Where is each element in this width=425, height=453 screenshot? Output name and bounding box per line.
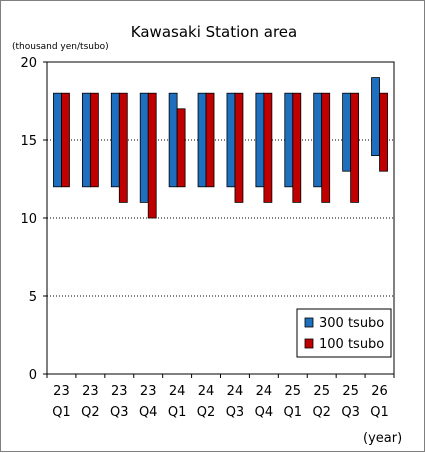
x-tick-year-23-Q2: 23 xyxy=(82,384,99,399)
bar-100-tsubo-23-Q1 xyxy=(61,92,70,188)
x-tick-year-24-Q4: 24 xyxy=(256,384,273,399)
bar-100-tsubo-24-Q1 xyxy=(176,108,186,188)
y-tick-label-15: 15 xyxy=(20,134,37,149)
x-tick-year-23-Q4: 23 xyxy=(140,384,157,399)
bar-100-tsubo-25-Q2 xyxy=(321,92,331,203)
y-tick-label-0: 0 xyxy=(29,368,37,383)
bar-300-tsubo-26-Q1 xyxy=(371,77,380,156)
x-tick-year-23-Q1: 23 xyxy=(53,384,70,399)
bar-100-tsubo-23-Q3 xyxy=(118,92,128,203)
chart-title: Kawasaki Station area xyxy=(131,23,297,41)
legend-swatch-300-tsubo xyxy=(304,317,314,328)
x-tick-quarter-23-Q2: Q2 xyxy=(81,405,100,420)
x-tick-year-24-Q3: 24 xyxy=(227,384,244,399)
x-tick-quarter-24-Q3: Q3 xyxy=(226,405,245,420)
bar-300-tsubo-25-Q3 xyxy=(342,92,352,172)
legend-swatch-100-tsubo xyxy=(304,338,314,349)
x-tick-year-26-Q1: 26 xyxy=(371,384,388,399)
x-tick-quarter-24-Q2: Q2 xyxy=(197,405,216,420)
bar-300-tsubo-24-Q3 xyxy=(226,92,236,188)
y-axis-unit-label: (thousand yen/tsubo) xyxy=(12,42,109,52)
x-tick-year-24-Q2: 24 xyxy=(198,384,215,399)
bar-series xyxy=(53,77,388,219)
bar-100-tsubo-26-Q1 xyxy=(379,92,388,172)
legend: 300 tsubo 100 tsubo xyxy=(296,308,392,358)
bar-300-tsubo-23-Q4 xyxy=(139,92,149,203)
legend-label-300-tsubo: 300 tsubo xyxy=(319,316,384,331)
bar-100-tsubo-25-Q3 xyxy=(350,92,360,203)
bar-300-tsubo-25-Q2 xyxy=(313,92,323,188)
x-tick-year-25-Q3: 25 xyxy=(342,384,359,399)
x-tick-quarter-24-Q1: Q1 xyxy=(168,405,187,420)
bar-100-tsubo-23-Q2 xyxy=(89,92,99,188)
x-tick-year-25-Q1: 25 xyxy=(285,384,302,399)
x-tick-quarter-25-Q3: Q3 xyxy=(341,405,360,420)
bar-300-tsubo-25-Q1 xyxy=(284,92,294,188)
x-tick-quarter-23-Q3: Q3 xyxy=(110,405,129,420)
y-tick-label-20: 20 xyxy=(20,56,37,71)
x-tick-year-23-Q3: 23 xyxy=(111,384,128,399)
bar-300-tsubo-23-Q1 xyxy=(53,92,62,188)
x-tick-quarter-25-Q1: Q1 xyxy=(284,405,303,420)
bar-100-tsubo-25-Q1 xyxy=(292,92,302,203)
x-tick-quarter-23-Q4: Q4 xyxy=(139,405,158,420)
y-tick-label-5: 5 xyxy=(29,290,37,305)
x-tick-quarter-25-Q2: Q2 xyxy=(312,405,331,420)
legend-box xyxy=(296,308,392,358)
bar-300-tsubo-23-Q2 xyxy=(81,92,91,188)
bar-300-tsubo-24-Q4 xyxy=(255,92,265,188)
x-tick-year-24-Q1: 24 xyxy=(169,384,186,399)
bar-100-tsubo-24-Q2 xyxy=(205,92,215,188)
bar-100-tsubo-24-Q4 xyxy=(263,92,273,203)
bar-300-tsubo-24-Q2 xyxy=(197,92,207,188)
bar-300-tsubo-23-Q3 xyxy=(110,92,120,188)
x-tick-year-25-Q2: 25 xyxy=(313,384,330,399)
bar-100-tsubo-23-Q4 xyxy=(147,92,157,219)
x-tick-quarter-23-Q1: Q1 xyxy=(52,405,71,420)
bar-100-tsubo-24-Q3 xyxy=(234,92,244,203)
x-tick-quarter-24-Q4: Q4 xyxy=(255,405,274,420)
bar-300-tsubo-24-Q1 xyxy=(168,92,178,188)
x-axis-unit-label: (year) xyxy=(363,431,402,446)
legend-label-100-tsubo: 100 tsubo xyxy=(319,337,384,352)
x-axis-ticks: 23 Q1 23 Q2 23 Q3 23 Q4 24 Q1 24 Q2 24 Q3 24 Q4 25 Q1 25 Q2… xyxy=(46,374,395,420)
y-tick-label-10: 10 xyxy=(20,212,37,227)
y-axis-ticks: 0 5 10 15 20 xyxy=(20,56,47,383)
x-tick-quarter-26-Q1: Q1 xyxy=(370,405,389,420)
